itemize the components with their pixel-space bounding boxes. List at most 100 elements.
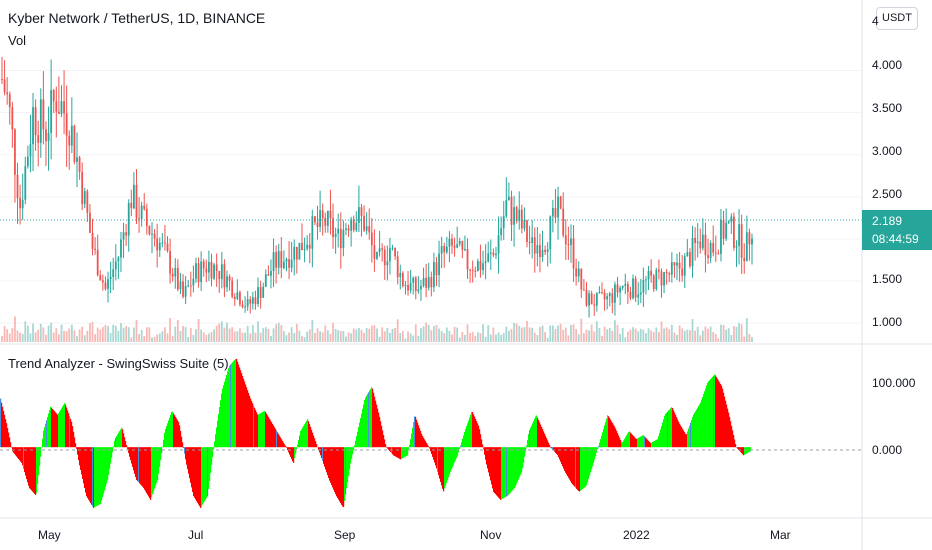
oscillator-bar: [310, 426, 312, 448]
candle-body: [717, 253, 720, 255]
volume-bar: [707, 328, 709, 342]
currency-button[interactable]: USDT: [876, 7, 918, 30]
oscillator-bar: [737, 447, 739, 449]
symbol-title[interactable]: Kyber Network / TetherUS, 1D, BINANCE: [8, 10, 266, 26]
oscillator-bar: [434, 447, 436, 463]
oscillator-bar: [678, 421, 680, 448]
candle-body: [448, 238, 451, 247]
oscillator-bar: [233, 361, 235, 448]
indicator-label[interactable]: Trend Analyzer - SwingSwiss Suite (5): [8, 356, 229, 371]
candle-body: [47, 132, 50, 142]
oscillator-bar: [437, 447, 439, 472]
volume-bar: [495, 334, 497, 342]
oscillator-bar: [188, 447, 190, 474]
time-axis-label: May: [38, 528, 61, 542]
oscillator-bar: [724, 396, 726, 448]
candle-body: [332, 218, 334, 238]
oscillator-bar: [215, 434, 217, 448]
volume-bar: [523, 327, 526, 342]
oscillator-bar: [736, 447, 738, 448]
oscillator-bar: [513, 447, 515, 490]
candle-body: [200, 261, 203, 282]
oscillator-bar: [383, 434, 385, 448]
volume-bar: [120, 323, 122, 342]
oscillator-bar: [489, 447, 491, 477]
volume-bar: [427, 324, 430, 342]
volume-bar: [595, 321, 598, 342]
oscillator-bar: [743, 447, 745, 456]
oscillator-bar: [550, 447, 552, 448]
candle-body: [681, 268, 684, 276]
candle-body: [645, 279, 647, 281]
oscillator-bar: [275, 428, 277, 448]
oscillator-bar: [19, 447, 21, 461]
volume-bar: [668, 329, 671, 342]
candle-body: [355, 222, 358, 231]
candle-body: [738, 224, 740, 246]
candle-body: [42, 99, 45, 130]
oscillator-bar: [76, 447, 78, 449]
oscillator-bar: [202, 447, 204, 505]
volume-label[interactable]: Vol: [8, 33, 27, 48]
oscillator-bar: [475, 418, 477, 448]
price-axis-label: 4.000: [872, 58, 903, 72]
candle-body: [732, 216, 735, 248]
oscillator-bar: [493, 447, 495, 492]
candle-body: [164, 242, 166, 244]
volume-bar: [471, 332, 474, 342]
oscillator-bar: [482, 444, 484, 448]
candle-body: [285, 259, 288, 262]
volume-bar: [593, 331, 596, 342]
oscillator-bar: [554, 447, 556, 452]
volume-bar: [264, 327, 267, 342]
oscillator-bar: [216, 427, 218, 448]
candle-body: [339, 228, 342, 249]
candle-body: [370, 232, 373, 246]
oscillator-bar: [667, 411, 669, 448]
candle-body: [541, 249, 544, 258]
oscillator-bar: [690, 422, 692, 448]
oscillator-bar: [372, 388, 374, 448]
volume-bar: [492, 327, 495, 342]
volume-bar: [42, 327, 45, 342]
volume-bar: [117, 330, 120, 342]
volume-bar: [257, 321, 259, 342]
oscillator-bar: [152, 447, 154, 495]
oscillator-bar: [524, 447, 526, 457]
oscillator-bar: [722, 388, 724, 448]
oscillator-bar: [130, 447, 132, 461]
volume-bar: [370, 325, 373, 342]
oscillator-bar: [125, 441, 127, 448]
oscillator-bar: [726, 404, 728, 448]
oscillator-bar: [112, 447, 114, 453]
volume-bar: [164, 327, 166, 342]
volume-bar: [39, 323, 42, 342]
oscillator-bar: [613, 424, 615, 448]
oscillator-bar: [555, 447, 557, 453]
candle-body: [427, 277, 430, 288]
candle-body: [440, 246, 443, 254]
oscillator-bar: [658, 436, 660, 448]
oscillator-bar: [700, 402, 702, 448]
candle-body: [588, 293, 590, 306]
volume-bar: [502, 332, 505, 342]
oscillator-bar: [654, 440, 656, 448]
price-axis-label: 3.000: [872, 144, 903, 158]
candle-body: [290, 259, 293, 268]
oscillator-bar: [704, 391, 706, 448]
candle-body: [270, 271, 272, 276]
volume-bar: [228, 328, 231, 342]
oscillator-bar: [527, 439, 529, 448]
oscillator-bar: [561, 447, 563, 465]
candle-body: [24, 166, 27, 200]
oscillator-bar: [732, 430, 734, 448]
volume-bar: [301, 336, 303, 342]
oscillator-bar: [15, 447, 17, 456]
volume-bar: [195, 329, 197, 342]
oscillator-bar: [531, 425, 533, 448]
oscillator-bar: [438, 447, 440, 476]
oscillator-bar: [376, 404, 378, 448]
oscillator-bar: [461, 442, 463, 448]
volume-bar: [122, 327, 125, 342]
candle-body: [435, 262, 438, 276]
